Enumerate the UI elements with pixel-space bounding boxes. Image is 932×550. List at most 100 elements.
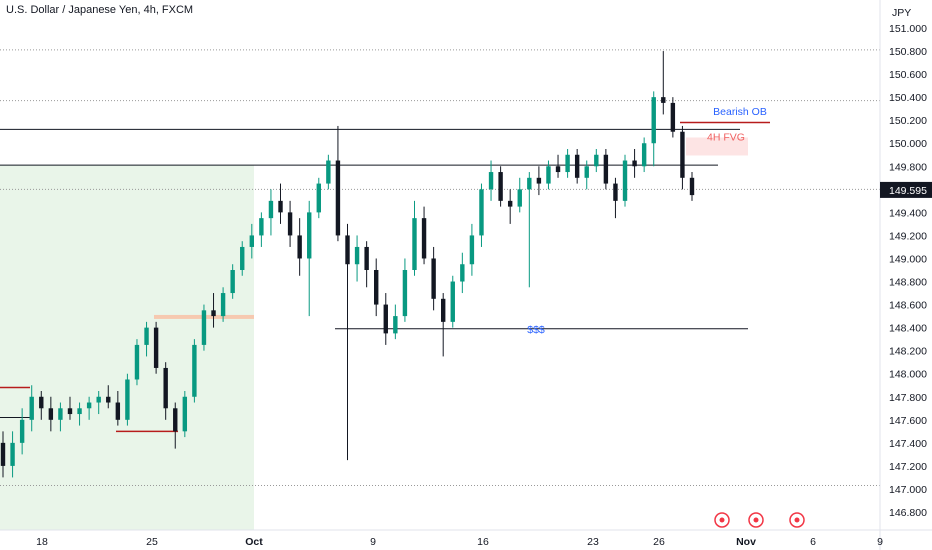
annotation-label: 4H FVG bbox=[707, 132, 745, 144]
candle-body[interactable] bbox=[536, 177, 542, 184]
candle-body[interactable] bbox=[469, 235, 475, 265]
price-tick-label: 149.000 bbox=[889, 253, 927, 265]
candle-body[interactable] bbox=[641, 143, 647, 167]
candle-body[interactable] bbox=[402, 270, 408, 317]
candle-body[interactable] bbox=[173, 408, 178, 432]
candle-body[interactable] bbox=[201, 310, 207, 345]
candle-body[interactable] bbox=[86, 402, 92, 409]
candle-body[interactable] bbox=[670, 102, 676, 132]
candle-body[interactable] bbox=[421, 218, 427, 259]
demand-zone bbox=[0, 165, 254, 530]
candle-body[interactable] bbox=[651, 97, 656, 144]
time-tick-label: 9 bbox=[877, 536, 883, 548]
candle-body[interactable] bbox=[613, 183, 618, 201]
candles[interactable] bbox=[0, 51, 695, 478]
candle-body[interactable] bbox=[689, 177, 695, 196]
candle-body[interactable] bbox=[527, 177, 532, 190]
candle-body[interactable] bbox=[287, 212, 293, 236]
time-tick-label: 23 bbox=[587, 536, 599, 548]
candle-body[interactable] bbox=[211, 310, 216, 317]
candle-body[interactable] bbox=[268, 200, 274, 219]
candle-body[interactable] bbox=[39, 396, 44, 409]
candle-body[interactable] bbox=[96, 396, 101, 403]
price-tick-label: 151.000 bbox=[889, 23, 927, 35]
candle-body[interactable] bbox=[106, 396, 111, 403]
time-tick-label: 16 bbox=[477, 536, 489, 548]
candle-body[interactable] bbox=[240, 246, 245, 270]
candle-body[interactable] bbox=[19, 419, 25, 443]
time-tick-label: 26 bbox=[653, 536, 665, 548]
price-tick-label: 150.800 bbox=[889, 46, 927, 58]
candle-body[interactable] bbox=[584, 166, 589, 178]
candle-body[interactable] bbox=[383, 304, 388, 334]
candle-body[interactable] bbox=[249, 235, 255, 247]
candle-body[interactable] bbox=[144, 327, 149, 345]
candle-body[interactable] bbox=[354, 246, 360, 265]
current-price-tag[interactable] bbox=[880, 181, 932, 198]
price-tick-label: 148.800 bbox=[889, 277, 927, 289]
candle-body[interactable] bbox=[517, 189, 522, 207]
candle-body[interactable] bbox=[297, 235, 302, 259]
candle-body[interactable] bbox=[632, 160, 637, 167]
candle-body[interactable] bbox=[58, 408, 63, 420]
candle-body[interactable] bbox=[153, 327, 159, 368]
candle-body[interactable] bbox=[345, 235, 350, 265]
candle-body[interactable] bbox=[594, 154, 599, 167]
candle-body[interactable] bbox=[479, 189, 484, 236]
event-marker-dot bbox=[753, 517, 759, 523]
candle-body[interactable] bbox=[555, 166, 561, 173]
price-tick-label: 148.400 bbox=[889, 323, 927, 335]
candle-body[interactable] bbox=[10, 442, 15, 466]
candle-body[interactable] bbox=[220, 293, 226, 317]
candle-body[interactable] bbox=[230, 270, 235, 294]
candle-body[interactable] bbox=[163, 367, 168, 409]
candle-body[interactable] bbox=[440, 298, 446, 322]
candle-body[interactable] bbox=[125, 379, 130, 420]
price-tick-label: 147.600 bbox=[889, 415, 927, 427]
candle-body[interactable] bbox=[77, 408, 82, 415]
candle-body[interactable] bbox=[67, 408, 73, 415]
time-tick-label: 25 bbox=[146, 536, 158, 548]
candle-body[interactable] bbox=[680, 131, 685, 178]
candle-body[interactable] bbox=[661, 97, 666, 103]
candle-body[interactable] bbox=[431, 258, 436, 299]
price-axis[interactable]: JPY 146.800 147.000 147.200 147.400 147.600 14… bbox=[880, 7, 932, 519]
price-tick-label: 148.600 bbox=[889, 300, 927, 312]
candle-body[interactable] bbox=[450, 281, 455, 322]
candle-body[interactable] bbox=[278, 200, 283, 213]
candle-body[interactable] bbox=[48, 408, 54, 420]
candle-body[interactable] bbox=[335, 160, 341, 236]
fvg-box[interactable] bbox=[686, 137, 748, 156]
candle-body[interactable] bbox=[574, 154, 580, 178]
candle-body[interactable] bbox=[0, 442, 6, 466]
candle-body[interactable] bbox=[316, 183, 321, 213]
candle-body[interactable] bbox=[507, 200, 513, 207]
candle-body[interactable] bbox=[29, 396, 34, 420]
candle-body[interactable] bbox=[134, 344, 140, 380]
annotation-label: $$$ bbox=[527, 324, 545, 336]
candle-body[interactable] bbox=[412, 218, 417, 270]
candle-body[interactable] bbox=[259, 218, 264, 236]
time-axis[interactable]: 18 25 Oct 9 16 23 26 Nov 6 9 bbox=[36, 536, 883, 548]
candle-body[interactable] bbox=[546, 166, 551, 184]
candle-body[interactable] bbox=[182, 396, 188, 432]
candle-body[interactable] bbox=[374, 270, 379, 305]
candle-body[interactable] bbox=[488, 172, 494, 190]
candle-body[interactable] bbox=[498, 172, 503, 201]
candle-body[interactable] bbox=[364, 246, 369, 270]
event-markers[interactable] bbox=[714, 512, 805, 528]
candle-body[interactable] bbox=[393, 316, 398, 334]
price-tick-label: 149.200 bbox=[889, 230, 927, 242]
candle-body[interactable] bbox=[192, 344, 197, 397]
candle-body[interactable] bbox=[326, 160, 331, 184]
candle-body[interactable] bbox=[115, 402, 121, 420]
time-tick-label: Oct bbox=[245, 536, 263, 548]
candle-body[interactable] bbox=[622, 160, 628, 201]
candle-body[interactable] bbox=[460, 264, 465, 282]
price-tick-label: 150.400 bbox=[889, 92, 927, 104]
candle-body[interactable] bbox=[565, 154, 570, 173]
price-tick-label: 150.600 bbox=[889, 69, 927, 81]
candle-body[interactable] bbox=[603, 154, 609, 184]
candle-body[interactable] bbox=[307, 212, 312, 259]
